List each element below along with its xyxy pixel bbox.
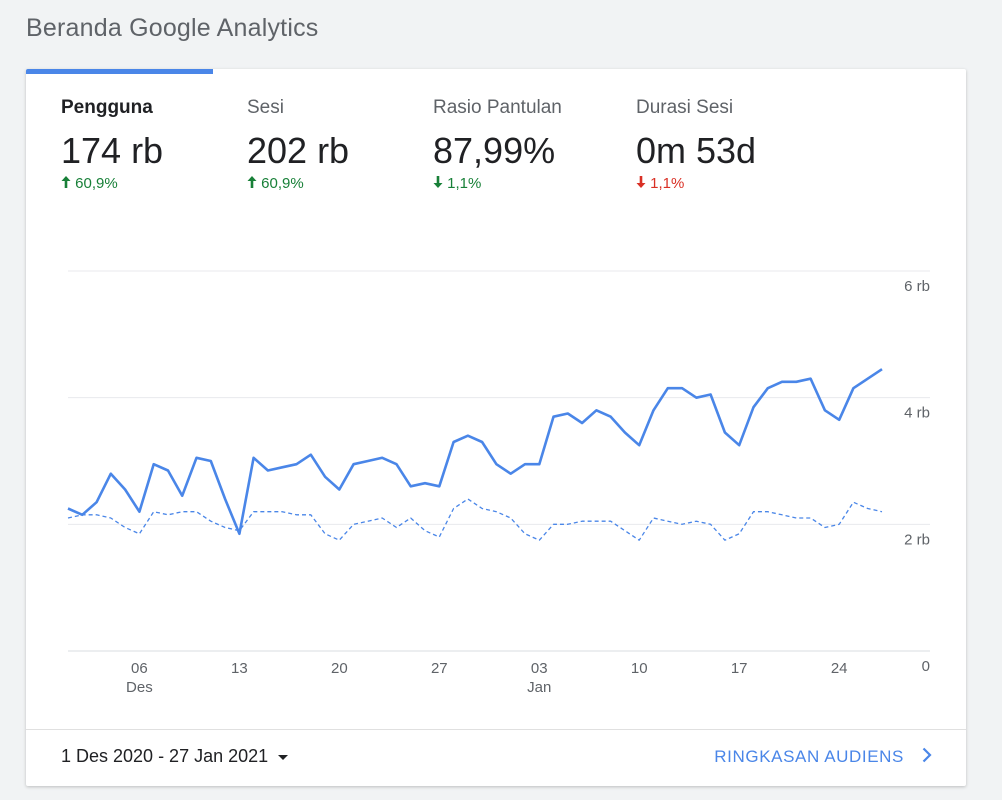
x-tick-label: 20 (331, 660, 348, 677)
metric-label: Sesi (247, 97, 284, 118)
chart-svg: 0 2 rb 4 rb 6 rb 06 Des 13 20 27 03 Jan 10 17 24 (67, 270, 930, 696)
metric-tab-sessions[interactable]: Sesi 202 rb 60,9% (247, 97, 349, 192)
audience-overview-link[interactable]: RINGKASAN AUDIENS (714, 747, 932, 768)
x-tick-label: 10 (631, 660, 648, 677)
chevron-right-icon (922, 747, 932, 768)
x-tick-label: 24 (831, 660, 848, 677)
metric-label: Durasi Sesi (636, 97, 734, 118)
metric-change: 1,1% (433, 175, 562, 192)
metric-tab-users[interactable]: Pengguna 174 rb 60,9% (61, 97, 163, 192)
date-range-selector[interactable]: 1 Des 2020 - 27 Jan 2021 (61, 746, 289, 767)
metric-tab-bounce-rate[interactable]: Rasio Pantulan 87,99% 1,1% (433, 97, 562, 192)
arrow-up-icon (247, 175, 261, 192)
arrow-up-icon (61, 175, 75, 192)
metric-tab-session-duration[interactable]: Durasi Sesi 0m 53d 1,1% (636, 97, 756, 192)
x-tick-sublabel: Des (126, 679, 153, 696)
metric-change: 1,1% (636, 175, 756, 192)
active-tab-indicator (26, 69, 213, 74)
y-tick-label: 4 rb (904, 405, 930, 422)
x-tick-sublabel: Jan (527, 679, 551, 696)
caret-down-icon (278, 754, 289, 760)
metric-value: 174 rb (61, 130, 164, 171)
y-tick-label: 2 rb (904, 531, 930, 548)
metric-change: 60,9% (247, 175, 349, 192)
arrow-down-icon (433, 175, 447, 192)
x-tick-label: 06 (131, 660, 148, 677)
metric-value: 202 rb (247, 130, 350, 171)
analytics-card: Pengguna 174 rb 60,9% Sesi 202 rb 60,9% … (26, 69, 966, 786)
metric-label: Pengguna (61, 97, 153, 118)
x-tick-label: 03 (531, 660, 548, 677)
date-range-label: 1 Des 2020 - 27 Jan 2021 (61, 746, 269, 766)
x-tick-label: 17 (731, 660, 748, 677)
metric-change: 60,9% (61, 175, 163, 192)
line-chart: 0 2 rb 4 rb 6 rb 06 Des 13 20 27 03 Jan 10 17 24 (26, 259, 966, 699)
metric-value: 87,99% (433, 130, 556, 171)
y-tick-label: 6 rb (904, 278, 930, 295)
arrow-down-icon (636, 175, 650, 192)
metric-label: Rasio Pantulan (433, 97, 562, 118)
series-line-comparison (67, 498, 883, 541)
card-footer: 1 Des 2020 - 27 Jan 2021 RINGKASAN AUDIE… (26, 729, 966, 786)
x-tick-label: 13 (231, 660, 248, 677)
series-line-current (67, 368, 883, 536)
metric-value: 0m 53d (636, 130, 757, 171)
page-title: Beranda Google Analytics (26, 14, 319, 42)
y-tick-label: 0 (922, 658, 930, 675)
x-tick-label: 27 (431, 660, 448, 677)
audience-overview-label: RINGKASAN AUDIENS (714, 747, 904, 766)
